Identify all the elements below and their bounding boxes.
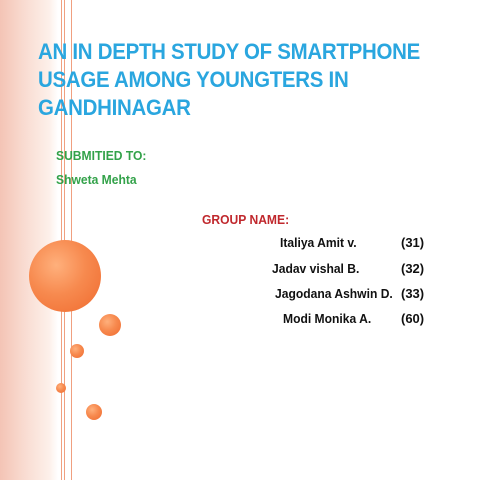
decorative-circle-small: [99, 314, 121, 336]
submitted-to-label: SUBMITIED TO:: [56, 148, 147, 163]
decorative-circle-small: [86, 404, 102, 420]
member-roll-number: (60): [401, 311, 425, 326]
member-name: Italiya Amit v.: [280, 235, 357, 250]
decorative-circle-small: [70, 344, 84, 358]
member-name: Jagodana Ashwin D.: [275, 286, 393, 301]
member-roll-number: (32): [401, 261, 425, 276]
group-member-row: Jadav vishal B. (32): [0, 261, 480, 279]
group-name-label: GROUP NAME:: [202, 212, 290, 227]
group-member-row: Jagodana Ashwin D. (33): [0, 286, 480, 304]
side-gradient-band: [0, 0, 58, 480]
group-member-row: Italiya Amit v. (31): [0, 235, 480, 253]
decorative-circle-tiny: [56, 383, 66, 393]
member-roll-number: (33): [401, 286, 425, 301]
member-name: Modi Monika A.: [283, 311, 372, 326]
group-member-row: Modi Monika A. (60): [0, 311, 480, 329]
slide-title: AN IN DEPTH STUDY OF SMARTPHONE USAGE AM…: [38, 39, 421, 120]
decorative-circle-large: [29, 240, 101, 312]
submitted-to-name: Shweta Mehta: [56, 172, 137, 187]
member-name: Jadav vishal B.: [272, 261, 360, 276]
member-roll-number: (31): [401, 235, 425, 250]
